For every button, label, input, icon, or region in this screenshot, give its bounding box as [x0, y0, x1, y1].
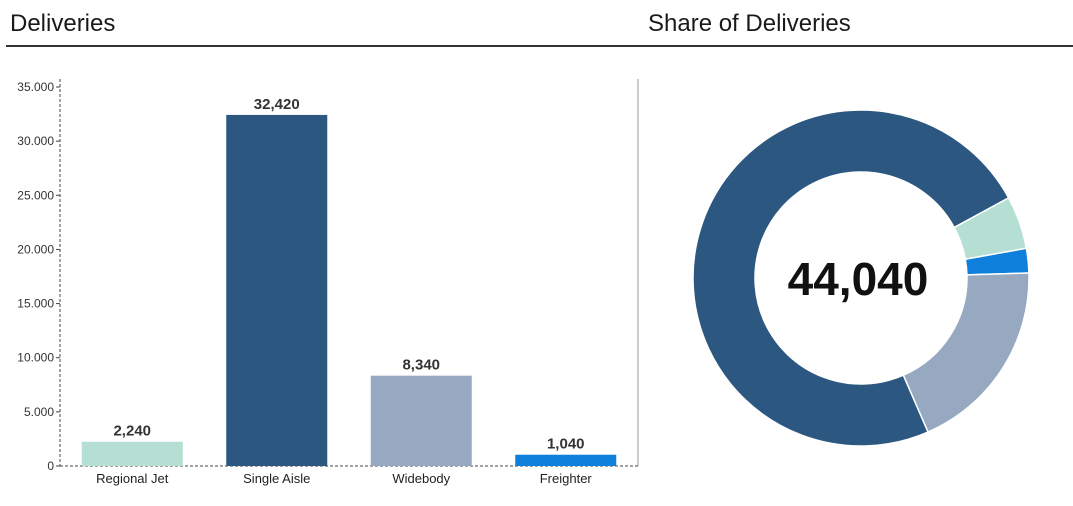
y-tick-label: 0: [47, 459, 54, 473]
x-category-label: Widebody: [392, 471, 450, 486]
bar-value-label: 32,420: [254, 96, 300, 113]
x-category-label: Freighter: [540, 471, 593, 486]
bar-chart-title: Deliveries: [10, 10, 116, 37]
bar-chart: 0 5.000 10.000 15.000 20.000 25.000 30.000 35.0…: [17, 79, 639, 486]
y-tick-label: 10.000: [17, 351, 54, 365]
donut-center-total: 44,040: [788, 253, 929, 305]
y-tick-label: 15.000: [17, 297, 54, 311]
bar-value-label: 2,240: [113, 423, 151, 440]
y-tick-label: 5.000: [24, 405, 54, 419]
donut-chart-title: Share of Deliveries: [648, 10, 851, 37]
bar-value-label: 1,040: [547, 436, 585, 453]
x-category-label: Regional Jet: [96, 471, 169, 486]
header-divider: [6, 45, 1073, 47]
bar-value-label: 8,340: [402, 357, 440, 374]
bar: [515, 454, 617, 466]
y-tick-label: 20.000: [17, 242, 54, 256]
y-tick-label: 35.000: [17, 80, 54, 94]
bar: [81, 441, 183, 466]
bar: [370, 375, 472, 466]
x-category-label: Single Aisle: [243, 471, 310, 486]
bar: [226, 114, 328, 466]
donut-slice: [692, 109, 1010, 447]
y-tick-label: 30.000: [17, 134, 54, 148]
y-tick-label: 25.000: [17, 188, 54, 202]
